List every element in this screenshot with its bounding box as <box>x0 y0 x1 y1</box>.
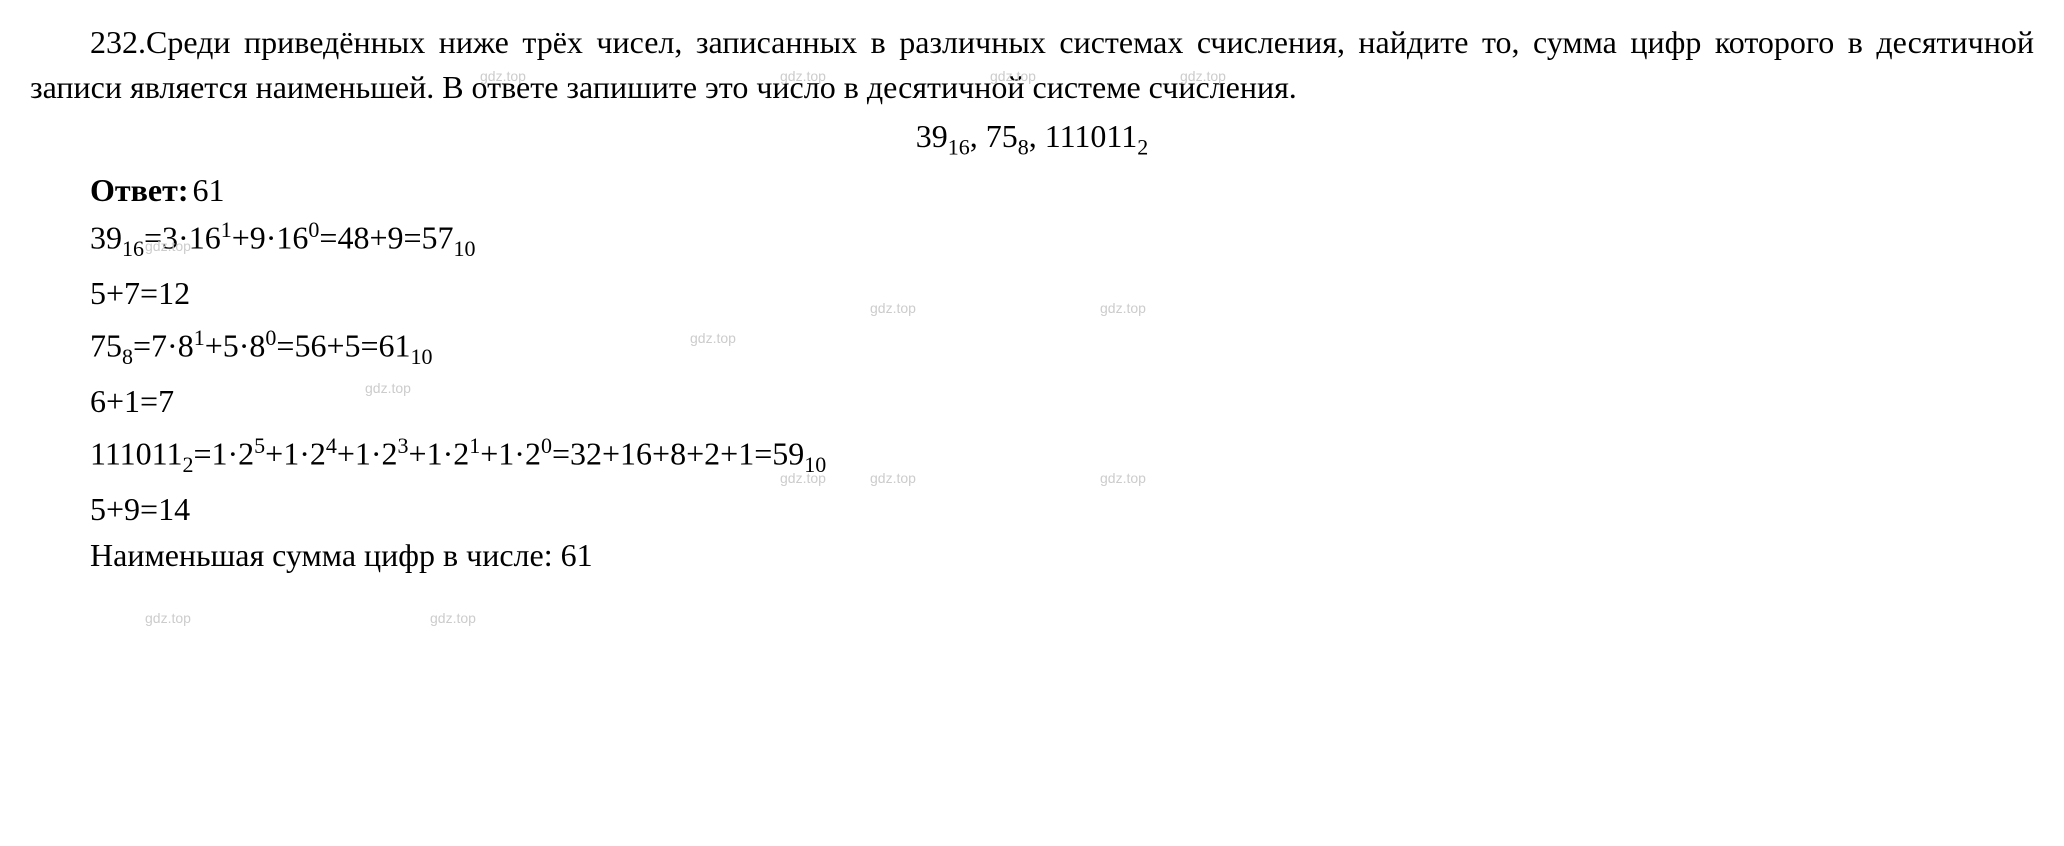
solution-line-3: 758=7·81+5·80=56+5=6110 <box>90 321 2034 373</box>
answer-section: Ответ: 61 3916=3·161+9·160=48+9=5710 5+7… <box>90 172 2034 574</box>
problem-statement: 232.Среди приведённых ниже трёх чисел, з… <box>30 20 2034 110</box>
watermark: gdz.top <box>430 610 476 626</box>
solution-line-6: 5+9=14 <box>90 485 2034 533</box>
solution-line-2: 5+7=12 <box>90 269 2034 317</box>
problem-text-body: Среди приведённых ниже трёх чисел, запис… <box>30 24 2034 105</box>
given-numbers: 3916, 758, 1110112 <box>30 118 2034 160</box>
answer-value: 61 <box>192 172 224 208</box>
answer-label: Ответ: <box>90 172 188 208</box>
content-wrapper: 232.Среди приведённых ниже трёх чисел, з… <box>30 20 2034 574</box>
watermark: gdz.top <box>145 610 191 626</box>
answer-row: Ответ: 61 <box>90 172 2034 209</box>
problem-number: 232. <box>90 24 146 60</box>
solution-line-4: 6+1=7 <box>90 377 2034 425</box>
solution-line-5: 1110112=1·25+1·24+1·23+1·21+1·20=32+16+8… <box>90 429 2034 481</box>
conclusion: Наименьшая сумма цифр в числе: 61 <box>90 537 2034 574</box>
solution-line-1: 3916=3·161+9·160=48+9=5710 <box>90 213 2034 265</box>
